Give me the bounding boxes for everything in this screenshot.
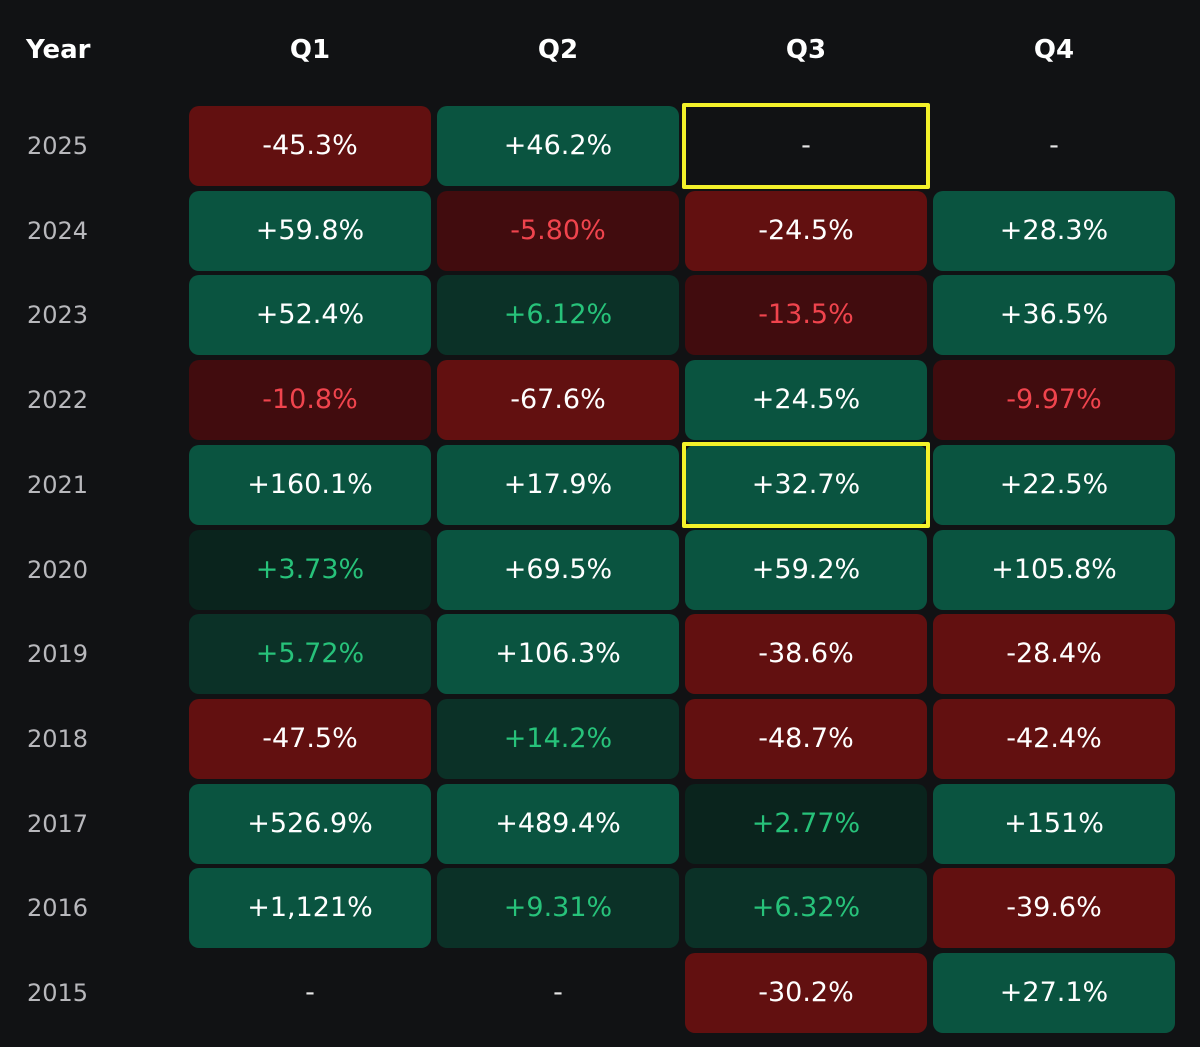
cell-2015-q1[interactable]: - bbox=[305, 977, 315, 1008]
cell-2020-q4[interactable]: +105.8% bbox=[933, 529, 1175, 610]
cell-2020-q1[interactable]: +3.73% bbox=[189, 529, 431, 610]
cell-2018-q2[interactable]: +14.2% bbox=[437, 698, 679, 779]
row-year-2022: 2022 bbox=[27, 386, 89, 415]
cell-2015-q3[interactable]: -30.2% bbox=[685, 953, 927, 1033]
row-year-2023: 2023 bbox=[27, 301, 89, 330]
cell-2023-q4[interactable]: +36.5% bbox=[933, 275, 1175, 356]
row-year-2019: 2019 bbox=[27, 640, 89, 669]
cell-2016-q4[interactable]: -39.6% bbox=[933, 868, 1175, 949]
cell-2024-q3[interactable]: -24.5% bbox=[685, 190, 927, 271]
cell-2018-q3[interactable]: -48.7% bbox=[685, 698, 927, 779]
cell-2023-q3[interactable]: -13.5% bbox=[685, 275, 927, 356]
header-q3: Q3 bbox=[785, 35, 827, 65]
cell-2018-q1[interactable]: -47.5% bbox=[189, 698, 431, 779]
cell-2017-q2[interactable]: +489.4% bbox=[437, 783, 679, 864]
cell-2016-q2[interactable]: +9.31% bbox=[437, 868, 679, 949]
cell-2015-q4[interactable]: +27.1% bbox=[933, 953, 1175, 1033]
header-q4: Q4 bbox=[1033, 35, 1075, 65]
cell-2019-q3[interactable]: -38.6% bbox=[685, 614, 927, 695]
cell-2020-q2[interactable]: +69.5% bbox=[437, 529, 679, 610]
cell-2019-q1[interactable]: +5.72% bbox=[189, 614, 431, 695]
cell-2023-q1[interactable]: +52.4% bbox=[189, 275, 431, 356]
cell-2024-q2[interactable]: -5.80% bbox=[437, 190, 679, 271]
cell-2021-q1[interactable]: +160.1% bbox=[189, 444, 431, 525]
cell-2016-q1[interactable]: +1,121% bbox=[189, 868, 431, 949]
cell-2021-q2[interactable]: +17.9% bbox=[437, 444, 679, 525]
row-year-2024: 2024 bbox=[27, 216, 89, 245]
cell-2019-q4[interactable]: -28.4% bbox=[933, 614, 1175, 695]
cell-2024-q4[interactable]: +28.3% bbox=[933, 190, 1175, 271]
cell-2025-q2[interactable]: +46.2% bbox=[437, 106, 679, 186]
cell-2025-q3[interactable]: - bbox=[801, 130, 811, 161]
row-year-2025: 2025 bbox=[27, 132, 89, 160]
cell-2025-q1[interactable]: -45.3% bbox=[189, 106, 431, 186]
cell-2016-q3[interactable]: +6.32% bbox=[685, 868, 927, 949]
row-year-2017: 2017 bbox=[27, 809, 89, 838]
cell-2022-q2[interactable]: -67.6% bbox=[437, 360, 679, 441]
row-year-2020: 2020 bbox=[27, 555, 89, 584]
cell-2022-q3[interactable]: +24.5% bbox=[685, 360, 927, 441]
row-year-2018: 2018 bbox=[27, 724, 89, 753]
header-q2: Q2 bbox=[537, 35, 579, 65]
row-year-2015: 2015 bbox=[27, 979, 89, 1007]
cell-2017-q3[interactable]: +2.77% bbox=[685, 783, 927, 864]
row-year-2016: 2016 bbox=[27, 894, 89, 923]
cell-2021-q4[interactable]: +22.5% bbox=[933, 444, 1175, 525]
row-year-2021: 2021 bbox=[27, 470, 89, 499]
cell-2022-q1[interactable]: -10.8% bbox=[189, 360, 431, 441]
cell-2015-q2[interactable]: - bbox=[553, 977, 563, 1008]
header-year: Year bbox=[26, 35, 91, 65]
cell-2019-q2[interactable]: +106.3% bbox=[437, 614, 679, 695]
cell-2017-q4[interactable]: +151% bbox=[933, 783, 1175, 864]
cell-2018-q4[interactable]: -42.4% bbox=[933, 698, 1175, 779]
cell-2017-q1[interactable]: +526.9% bbox=[189, 783, 431, 864]
cell-2021-q3[interactable]: +32.7% bbox=[685, 444, 927, 525]
cell-2023-q2[interactable]: +6.12% bbox=[437, 275, 679, 356]
cell-2020-q3[interactable]: +59.2% bbox=[685, 529, 927, 610]
cell-2024-q1[interactable]: +59.8% bbox=[189, 190, 431, 271]
cell-2022-q4[interactable]: -9.97% bbox=[933, 360, 1175, 441]
header-q1: Q1 bbox=[289, 35, 331, 65]
cell-2025-q4[interactable]: - bbox=[1049, 130, 1059, 161]
